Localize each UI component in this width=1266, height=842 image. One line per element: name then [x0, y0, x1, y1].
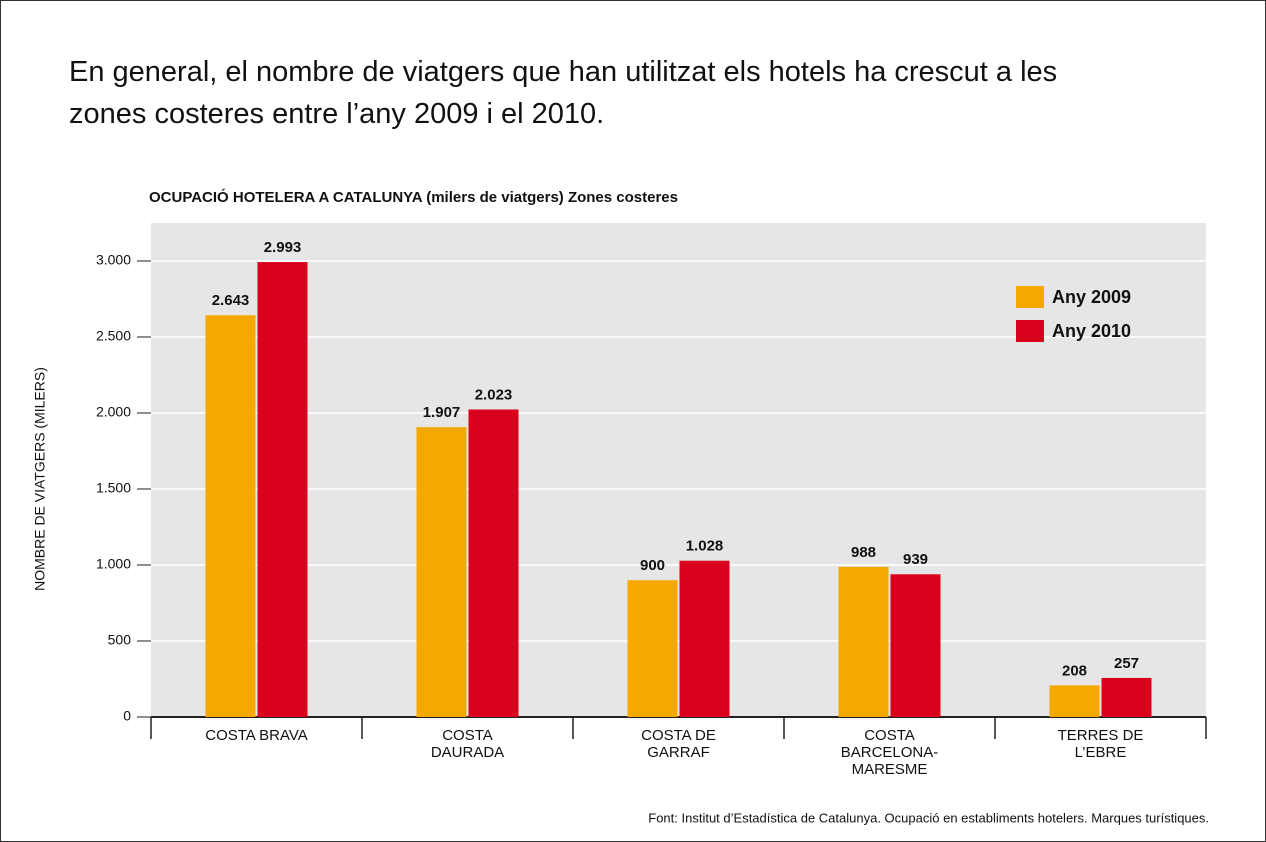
x-tick-label: COSTA BRAVA	[205, 727, 308, 744]
value-label: 1.028	[686, 538, 724, 555]
value-label: 939	[903, 551, 928, 568]
value-label: 900	[640, 557, 665, 574]
y-tick-label: 500	[108, 632, 132, 648]
legend-label: Any 2009	[1052, 287, 1131, 307]
bar	[627, 580, 678, 717]
bar	[679, 560, 730, 717]
y-tick-label: 1.500	[96, 480, 131, 496]
chart-title: OCUPACIÓ HOTELERA A CATALUNYA (milers de…	[149, 188, 678, 206]
legend-swatch	[1016, 286, 1044, 308]
x-tick-label: COSTA BARCELONA- MARESME	[840, 727, 939, 778]
value-label: 208	[1062, 662, 1087, 679]
value-label: 2.023	[475, 386, 513, 403]
value-label: 1.907	[423, 404, 461, 421]
value-label: 2.993	[264, 239, 302, 256]
heading: En general, el nombre de viatgers que ha…	[69, 56, 1058, 130]
bar	[1049, 685, 1100, 717]
y-tick-label: 2.000	[96, 404, 131, 420]
bar	[838, 566, 889, 717]
legend-label: Any 2010	[1052, 321, 1131, 341]
x-tick-label: COSTA DAURADA	[430, 727, 505, 761]
y-tick-label: 3.000	[96, 252, 131, 268]
y-tick-label: 1.000	[96, 556, 131, 572]
x-tick-label: TERRES DE L’EBRE	[1057, 727, 1144, 761]
x-tick-label: COSTA DE GARRAF	[641, 727, 716, 761]
y-tick-label: 0	[123, 708, 131, 724]
value-label: 257	[1114, 655, 1139, 672]
bar	[468, 409, 519, 717]
plot-area	[151, 223, 1206, 717]
y-axis-label: NOMBRE DE VIATGERS (MILERS)	[32, 367, 48, 591]
bar	[257, 262, 308, 717]
value-label: 2.643	[212, 292, 250, 309]
source: Font: Institut d’Estadística de Cataluny…	[648, 810, 1209, 825]
y-tick-label: 2.500	[96, 328, 131, 344]
bar	[890, 574, 941, 717]
bar	[416, 427, 467, 717]
value-label: 988	[851, 544, 876, 561]
bar	[205, 315, 256, 717]
bar	[1101, 677, 1152, 717]
legend-swatch	[1016, 320, 1044, 342]
